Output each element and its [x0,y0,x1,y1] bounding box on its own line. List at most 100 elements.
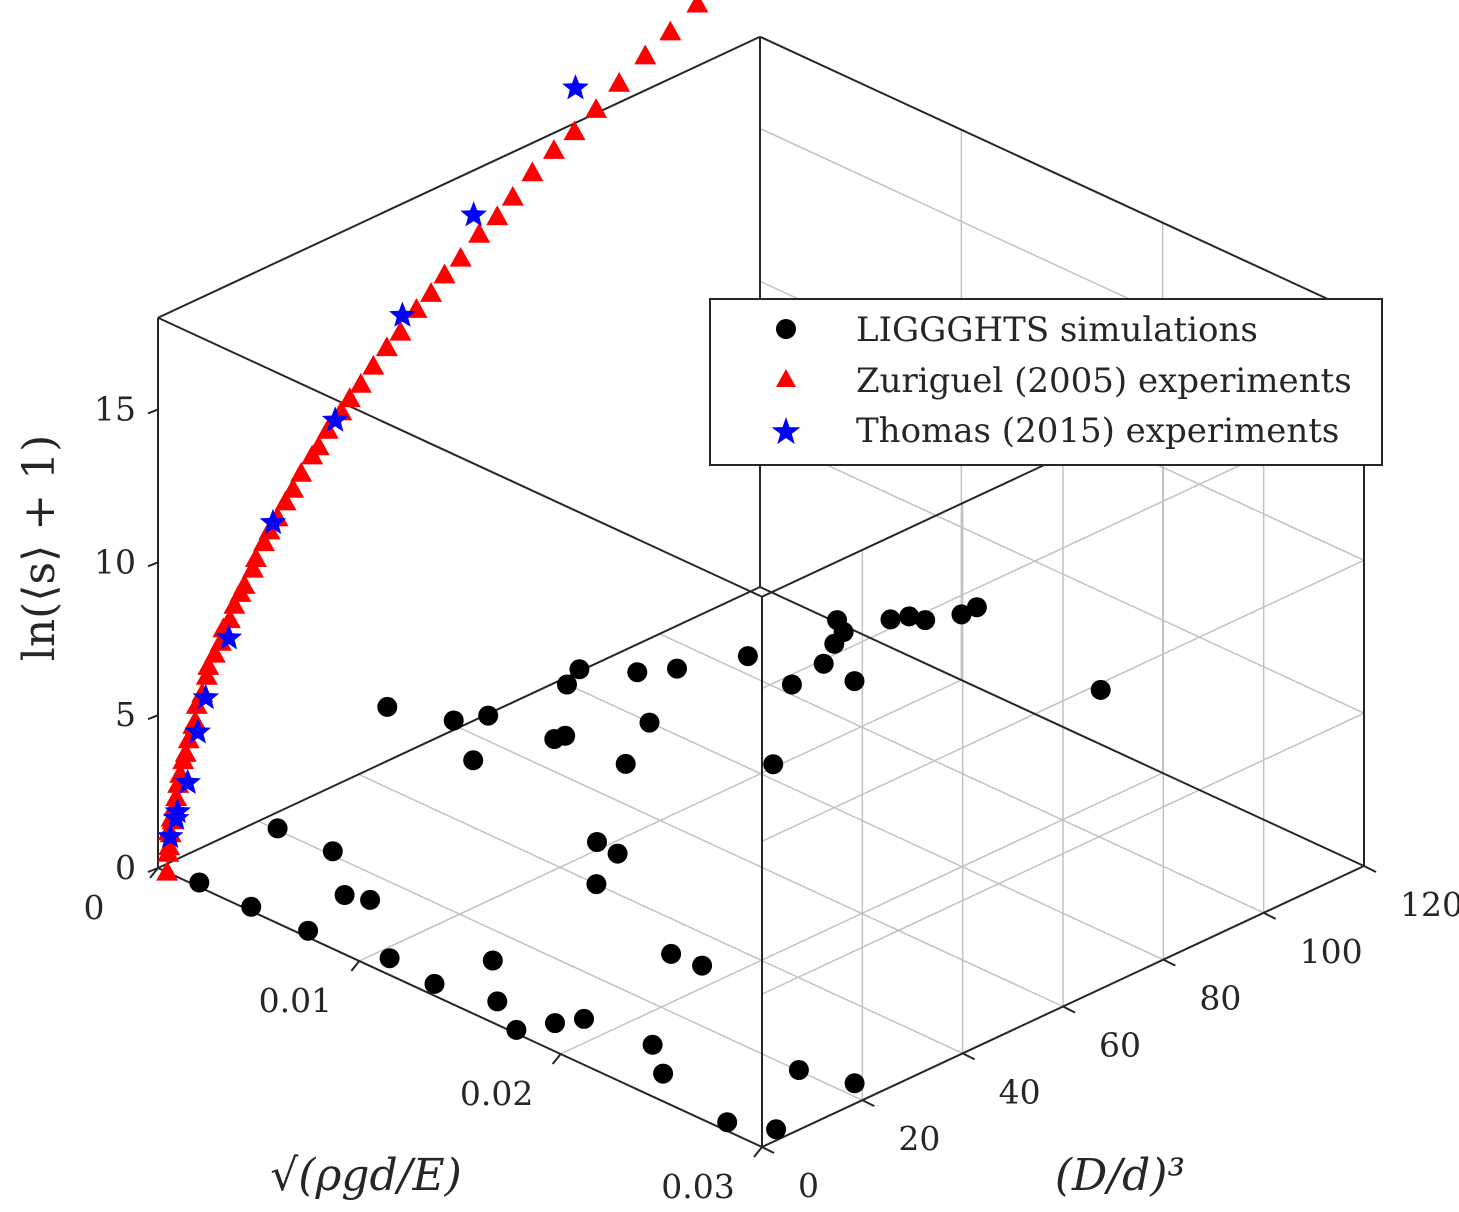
data-point [844,1073,865,1094]
data-point [362,354,385,375]
y-tick [861,1099,875,1108]
data-point [298,920,319,941]
data-point [203,642,226,663]
data-point [501,185,524,206]
data-point [244,547,267,568]
data-point [334,885,355,905]
data-point [241,896,262,917]
data-point [486,205,509,226]
data-point [487,991,508,1012]
data-point [544,729,565,749]
y-axis-label: (D/d)³ [1055,1150,1185,1201]
data-point [717,1112,738,1133]
series-3 [156,74,589,849]
data-point [899,606,920,627]
data-point [282,477,305,498]
data-point [424,973,445,994]
data-point [542,139,565,159]
data-point [165,786,188,807]
y-tick [761,1146,775,1154]
data-point [627,662,648,683]
data-point [763,754,784,775]
data-point [349,372,372,393]
data-point [174,768,201,794]
data-point [259,508,287,535]
grid-line-floor [358,773,963,1055]
y-tick-label: 20 [898,1119,940,1158]
data-point [607,843,628,864]
box-edge [157,35,761,319]
data-point [189,872,210,893]
data-point [562,74,589,100]
series-2 [156,0,709,881]
y-tick-label: 80 [1199,979,1241,1018]
data-point [174,742,197,762]
legend-entry-liggghts: LIGGGHTS simulations [856,310,1258,350]
y-tick-label: 40 [999,1072,1041,1111]
data-point [844,671,865,692]
data-point [586,874,607,895]
data-point [156,822,184,849]
tick-marks [147,408,1377,1158]
data-point [420,282,443,302]
grid-line-side-horizontal [759,433,1365,714]
data-point [692,955,713,976]
data-point [379,948,400,969]
data-point [569,659,590,680]
z-tick-label: 10 [94,542,136,581]
data-point [634,44,657,65]
z-tick-label: 0 [115,848,136,887]
data-point [661,943,682,964]
data-point [433,263,456,284]
data-point [338,387,361,408]
y-tick-label: 0 [798,1166,819,1205]
data-point [563,120,586,141]
data-point [307,435,330,456]
data-point [233,574,256,594]
legend-entry-thomas: Thomas (2015) experiments [856,411,1339,451]
data-point [389,320,412,341]
data-point [218,608,241,629]
data-point [360,889,381,910]
data-point [375,336,398,357]
x-tick-label: 0.01 [259,981,332,1020]
y-tick [1263,911,1277,920]
legend-entry-zuriguel: Zuriguel (2005) experiments [856,361,1352,401]
y-tick-label: 60 [1099,1026,1141,1065]
data-point [880,609,901,630]
data-point [574,1008,594,1029]
data-point [615,753,636,774]
data-point [659,20,682,41]
data-point [833,622,854,642]
data-point [223,593,246,614]
data-point [290,461,313,482]
data-point [587,832,607,852]
data-point [478,705,499,726]
data-point [788,1060,809,1080]
x-tick [753,1146,763,1158]
grid-line-floor [559,679,1164,961]
z-tick-label: 15 [94,389,136,428]
data-point [813,653,834,674]
data-point [185,694,208,714]
data-point [156,860,179,881]
grid-line-back-horizontal [761,559,1365,842]
box-edge [157,316,763,598]
legend: LIGGGHTS simulations Zuriguel (2005) exp… [709,298,1383,466]
x-axis-label: √(ρgd/E) [270,1150,462,1201]
grid-line-floor [659,633,1264,914]
legend-box [709,298,1383,466]
data-point [966,597,987,618]
x-tick-label: 0 [84,888,105,927]
y-tick [962,1052,976,1061]
x-tick-label: 0.03 [661,1167,734,1206]
data-point [506,1019,527,1040]
data-point [192,683,220,710]
legend-marker-liggghts [776,319,796,339]
data-point [915,610,936,631]
box-edge [759,586,1365,867]
z-tick [147,561,159,568]
tick-labels: 0 5 10 15 0 0.01 0.02 0.03 0 20 40 60 80 100 120 [84,389,1459,1206]
data-point [781,674,802,695]
